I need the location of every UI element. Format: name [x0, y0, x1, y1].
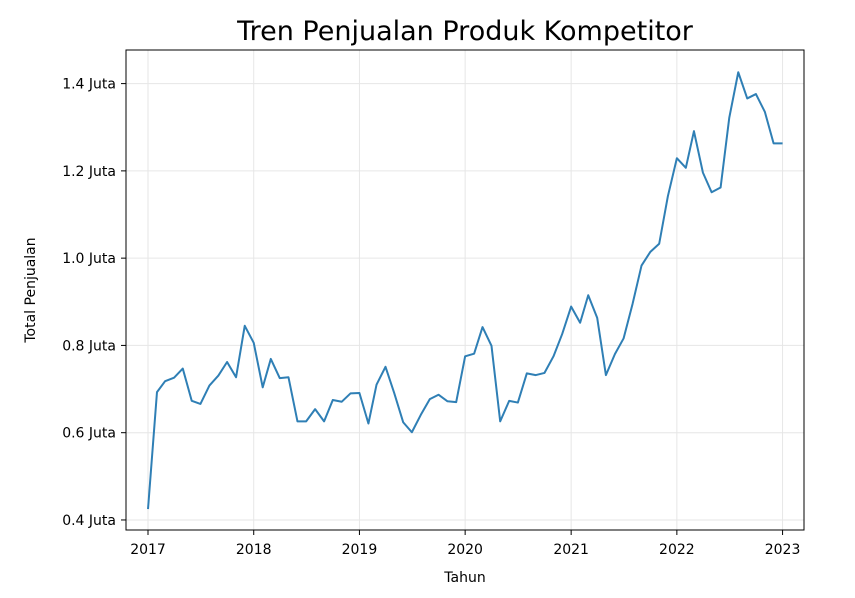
y-tick-label: 1.2 Juta — [62, 164, 116, 180]
y-tick-label: 0.6 Juta — [62, 426, 116, 442]
x-tick-label: 2022 — [659, 542, 695, 558]
y-tick-label: 0.4 Juta — [62, 513, 116, 529]
x-tick-label: 2023 — [765, 542, 801, 558]
x-tick-label: 2020 — [447, 542, 483, 558]
grid — [126, 50, 804, 530]
x-tick-label: 2021 — [553, 542, 589, 558]
series-line — [147, 71, 783, 510]
x-axis-title: Tahun — [443, 570, 485, 586]
y-tick-label: 0.8 Juta — [62, 338, 116, 354]
y-axis: 0.4 Juta 0.6 Juta 0.8 Juta 1.0 Juta 1.2 Juta… — [62, 77, 126, 529]
chart-title: Tren Penjualan Produk Kompetitor — [236, 16, 694, 47]
x-tick-label: 2018 — [236, 542, 272, 558]
x-tick-label: 2017 — [130, 542, 166, 558]
y-tick-label: 1.4 Juta — [62, 77, 116, 93]
x-tick-label: 2019 — [342, 542, 378, 558]
y-axis-title: Total Penjualan — [23, 237, 39, 343]
x-axis: 2017 2018 2019 2020 2021 2022 2023 — [130, 530, 800, 558]
y-tick-label: 1.0 Juta — [62, 251, 116, 267]
